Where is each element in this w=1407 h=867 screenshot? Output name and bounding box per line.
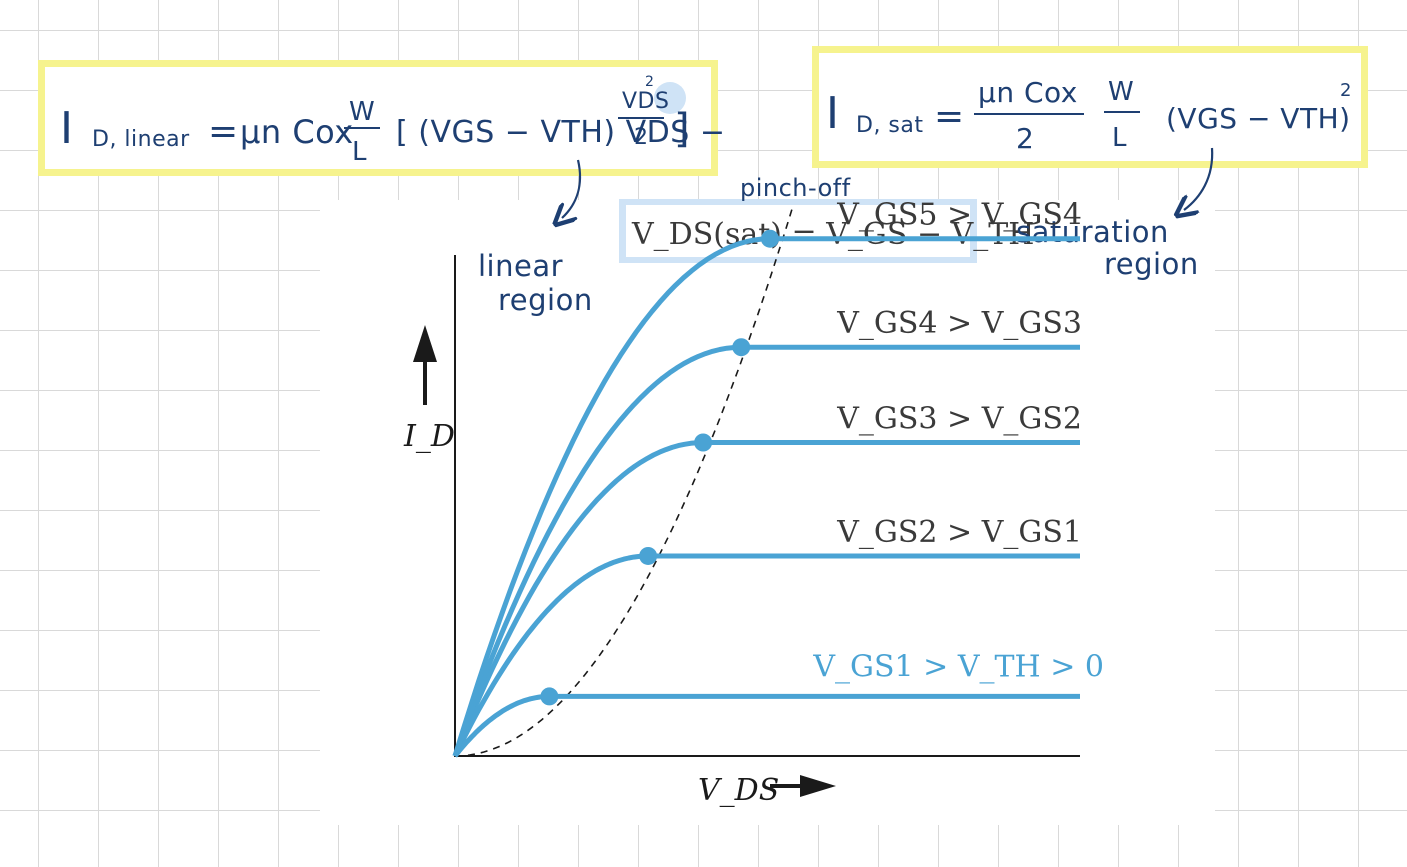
sat-eq-l: L <box>1112 123 1127 153</box>
x-axis-label: V_DS <box>698 773 779 808</box>
curve-label-vgs5: V_GS5 > V_GS4 <box>836 198 1082 233</box>
sat-eq-num: μn Cox <box>978 76 1078 109</box>
pinch-off-curve <box>454 207 794 757</box>
linear-eq-bracket-close: ] <box>674 106 690 152</box>
linear-eq-l: L <box>352 137 367 167</box>
iv-curve-vgs5 <box>452 236 1080 757</box>
axes: I_D V_DS <box>403 255 1080 808</box>
linear-region-line2: region <box>498 283 593 317</box>
curve-label-vgs4: V_GS4 > V_GS3 <box>836 306 1082 341</box>
sat-eq-paren: (VGS − VTH) <box>1166 102 1351 135</box>
saturation-point-vgs1 <box>540 687 559 706</box>
sat-eq-den: 2 <box>1016 122 1034 155</box>
iv-curve-vgs1 <box>453 693 1080 758</box>
curve-labels: V_GS1 > V_TH > 0 V_GS2 > V_GS1 V_GS3 > V_G… <box>812 198 1104 685</box>
saturation-point-vgs4 <box>732 338 751 357</box>
saturation-point-vgs3 <box>694 433 713 452</box>
saturation-equation-highlight <box>812 46 1368 168</box>
linear-eq-vds2-num: VDS <box>622 89 669 114</box>
sat-eq-exp: 2 <box>1340 80 1352 101</box>
saturation-region-line2: region <box>1104 247 1199 281</box>
iv-curve-vgs3 <box>452 440 1080 757</box>
linear-eq-w: W <box>349 97 375 127</box>
vds-sat-equation: V_DS(sat) = V_GS − V_TH <box>631 217 1034 252</box>
saturation-arrow <box>1184 147 1214 210</box>
linear-equation-highlight <box>38 60 718 176</box>
curve-label-vgs1: V_GS1 > V_TH > 0 <box>812 649 1104 684</box>
pinch-off-label: pinch-off <box>740 174 851 202</box>
linear-eq-vds2-den: 2 <box>634 125 649 150</box>
saturation-point-vgs2 <box>639 546 658 565</box>
iv-curves <box>452 229 1080 758</box>
sat-eq-lhs-sub: D, sat <box>856 113 924 138</box>
linear-eq-highlight-dot <box>654 82 686 114</box>
sat-eq-lhs-i: I <box>826 88 839 139</box>
y-axis-arrow-icon <box>413 325 437 362</box>
x-axis-arrow-icon <box>800 775 836 797</box>
linear-eq-equals: = <box>208 111 239 152</box>
linear-arrow <box>562 159 582 218</box>
linear-equation: I D, linear = μn Cox W L [ (VGS − VTH) V… <box>60 74 725 167</box>
curve-label-vgs2: V_GS2 > V_GS1 <box>836 515 1082 550</box>
iv-curve-vgs2 <box>452 553 1080 758</box>
vds-sat-box <box>619 199 977 263</box>
curve-label-vgs3: V_GS3 > V_GS2 <box>836 402 1082 437</box>
sat-eq-w: W <box>1108 77 1134 107</box>
iv-curve-vgs4 <box>452 344 1080 757</box>
linear-eq-lhs-sub: D, linear <box>92 127 190 152</box>
linear-eq-lhs-i: I <box>60 103 73 154</box>
linear-region-line1: linear <box>478 249 563 283</box>
saturation-region-line1: saturation <box>1016 215 1169 249</box>
saturation-equation: I D, sat = μn Cox 2 W L (VGS − VTH) 2 <box>826 76 1352 155</box>
linear-eq-coeff: μn Cox <box>240 113 354 151</box>
saturation-point-vgs5 <box>761 229 779 248</box>
y-axis-label: I_D <box>403 419 455 454</box>
linear-eq-vds2-exp: 2 <box>645 74 654 90</box>
sat-eq-equals: = <box>934 96 965 137</box>
linear-eq-bracket-content: [ (VGS − VTH) VDS − <box>396 115 725 150</box>
